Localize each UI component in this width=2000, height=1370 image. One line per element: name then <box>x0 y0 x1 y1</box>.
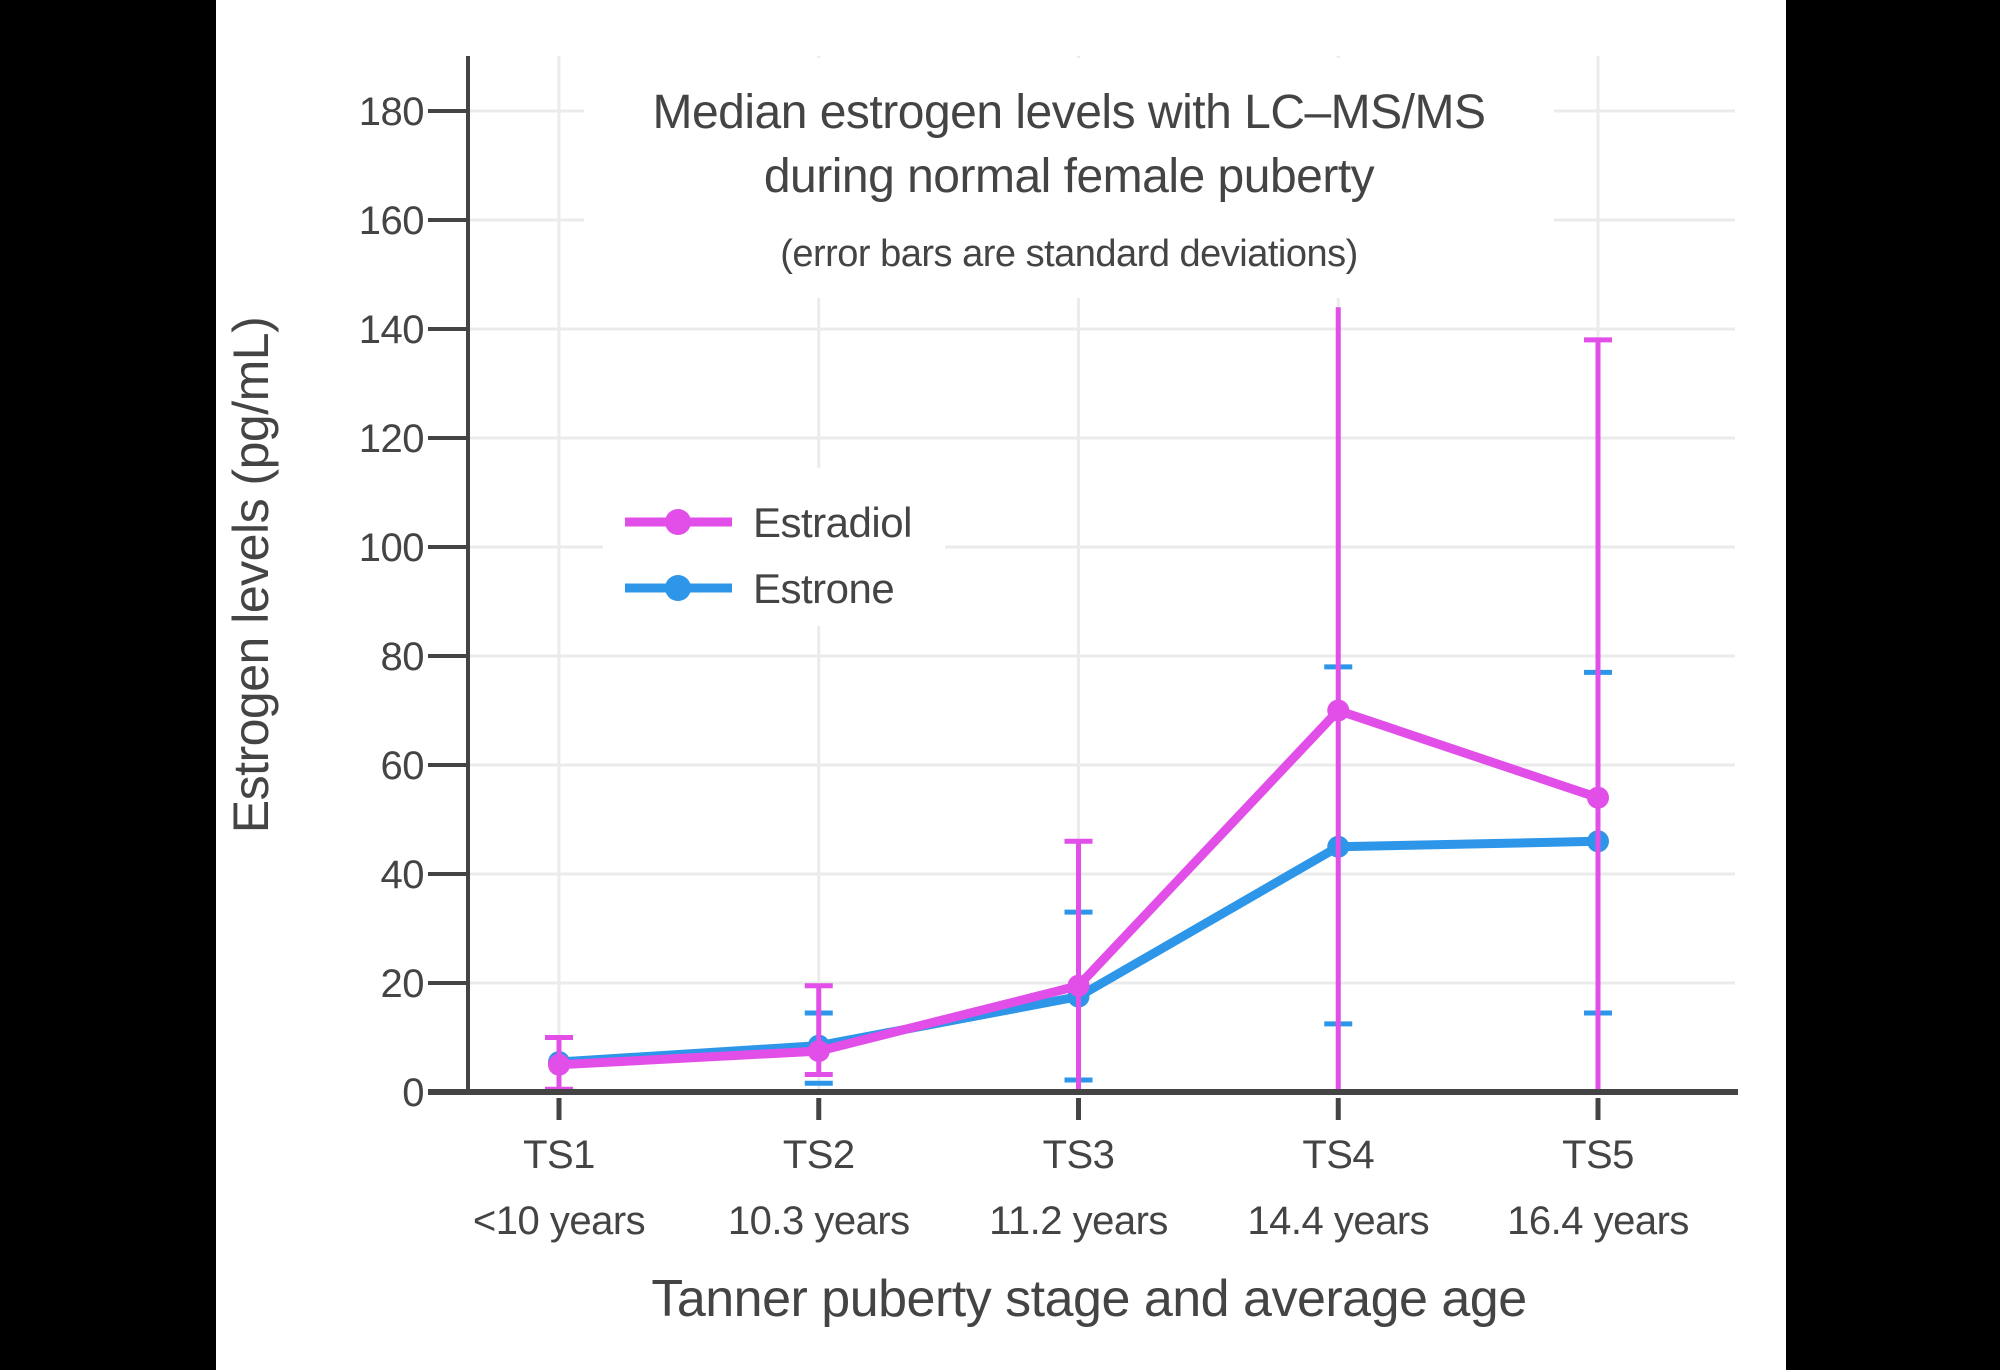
data-series-layer <box>545 307 1612 1092</box>
y-tick-label-140: 140 <box>359 308 424 352</box>
x-axis-title: Tanner puberty stage and average age <box>651 1270 1526 1328</box>
chart-title-line1: Median estrogen levels with LC–MS/MS <box>652 86 1485 139</box>
x-category-label-TS5: TS5 <box>1562 1133 1634 1177</box>
text-background-boxes <box>584 58 1554 626</box>
x-age-label-TS4: 14.4 years <box>1247 1199 1429 1243</box>
chart-text-layer: Median estrogen levels with LC–MS/MS dur… <box>223 86 1527 1328</box>
chart-title-line2: during normal female puberty <box>764 150 1375 203</box>
x-category-label-TS1: TS1 <box>523 1133 595 1177</box>
y-tick-label-120: 120 <box>359 417 424 461</box>
x-age-label-TS5: 16.4 years <box>1507 1199 1689 1243</box>
x-category-label-TS3: TS3 <box>1043 1133 1115 1177</box>
x-age-label-TS3: 11.2 years <box>989 1199 1168 1243</box>
estradiol-legend-marker <box>665 509 691 535</box>
legend-background-box <box>603 468 945 626</box>
estradiol-marker-TS5 <box>1587 786 1609 809</box>
chart-subtitle: (error bars are standard deviations) <box>780 233 1358 275</box>
axes-layer <box>428 56 1738 1120</box>
estradiol-marker-TS3 <box>1067 974 1090 997</box>
tick-labels-layer: 0 20 40 60 80 100 120 140 160 180 TS1 TS2 TS3 TS4 TS5 <… <box>359 90 1690 1243</box>
left-letterbox-bar <box>0 0 216 1370</box>
y-tick-label-180: 180 <box>359 90 424 134</box>
estrone-legend-marker <box>665 575 691 601</box>
y-tick-label-160: 160 <box>359 199 424 243</box>
y-tick-label-40: 40 <box>381 853 425 897</box>
y-axis-title: Estrogen levels (pg/mL) <box>223 317 279 834</box>
y-tick-label-0: 0 <box>402 1071 424 1115</box>
estrone-legend-label: Estrone <box>753 565 894 612</box>
legend-item-estrone: Estrone <box>625 565 895 612</box>
estradiol-marker-TS4 <box>1327 699 1350 722</box>
right-letterbox-bar <box>1786 0 2000 1370</box>
y-tick-label-100: 100 <box>359 526 424 570</box>
x-age-label-TS1: <10 years <box>473 1199 645 1243</box>
y-tick-label-20: 20 <box>381 962 425 1006</box>
legend: Estradiol Estrone <box>625 499 912 612</box>
x-category-label-TS4: TS4 <box>1302 1133 1374 1177</box>
series-estradiol <box>545 307 1612 1092</box>
estradiol-marker-TS2 <box>807 1040 830 1063</box>
estradiol-legend-label: Estradiol <box>753 499 912 546</box>
y-tick-label-80: 80 <box>381 635 425 679</box>
estradiol-marker-TS1 <box>548 1053 570 1076</box>
y-tick-label-60: 60 <box>381 744 425 788</box>
x-age-label-TS2: 10.3 years <box>728 1199 910 1243</box>
subtitle-background-box <box>745 236 1395 296</box>
legend-item-estradiol: Estradiol <box>625 499 912 546</box>
x-category-label-TS2: TS2 <box>783 1133 855 1177</box>
